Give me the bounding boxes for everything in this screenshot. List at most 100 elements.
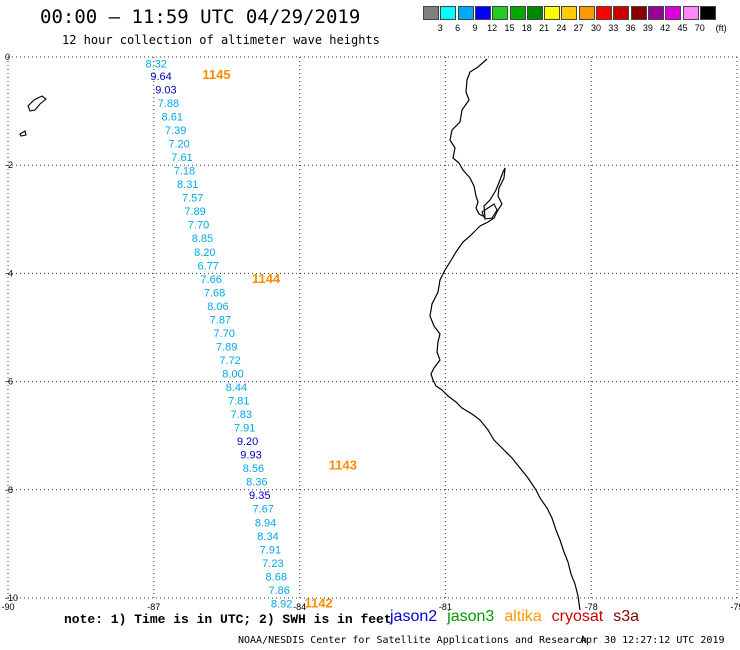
color-scale-swatch <box>526 6 543 20</box>
wave-height-value: 9.64 <box>150 71 171 83</box>
units-note: note: 1) Time is in UTC; 2) SWH is in fe… <box>64 612 392 627</box>
color-scale-label: 39 <box>642 23 653 33</box>
color-scale-label: 45 <box>677 23 688 33</box>
color-scale-label: 24 <box>556 23 567 33</box>
wave-height-value: 7.86 <box>268 585 289 597</box>
legend-entry-cryosat: cryosat <box>551 608 604 625</box>
wave-height-value: 6.77 <box>198 260 219 272</box>
wave-height-value: 7.88 <box>158 98 179 110</box>
color-scale-label: 30 <box>590 23 602 33</box>
color-scale-label: 42 <box>660 23 671 33</box>
wave-height-value: 7.18 <box>174 166 195 178</box>
wave-height-value: 9.03 <box>155 84 176 96</box>
color-scale-label: 18 <box>521 23 532 33</box>
wave-height-value: 7.20 <box>168 139 189 151</box>
legend-entry-jason3: jason3 <box>447 608 495 625</box>
coastline-mainland <box>429 58 581 611</box>
pass-number-label: 1143 <box>329 457 357 472</box>
generation-timestamp: Apr 30 12:27:12 UTC 2019 <box>580 635 725 646</box>
wave-height-value: 7.91 <box>260 544 281 556</box>
wave-height-value: 7.81 <box>228 396 249 408</box>
lat-tick-label: -6 <box>5 377 13 387</box>
color-scale-label: 33 <box>608 23 619 33</box>
wave-height-value: 7.87 <box>210 314 231 326</box>
color-scale-swatch <box>613 6 630 20</box>
lon-tick-label: -87 <box>147 602 160 612</box>
lon-tick-label: -84 <box>293 602 306 612</box>
color-scale-label: 36 <box>625 23 636 33</box>
page-subtitle: 12 hour collection of altimeter wave hei… <box>62 33 380 47</box>
color-scale-swatch <box>578 6 595 20</box>
wave-height-value: 8.31 <box>177 179 198 191</box>
wave-height-value: 7.72 <box>219 355 240 367</box>
wave-height-value: 8.94 <box>255 517 276 529</box>
wave-height-value: 8.44 <box>226 382 247 394</box>
color-scale-swatch <box>457 6 474 20</box>
galapagos-island-small <box>19 130 27 137</box>
pass-number-label: 1144 <box>252 271 281 286</box>
color-scale-swatch <box>682 6 699 20</box>
map-grid <box>7 56 738 599</box>
wave-height-value: 7.67 <box>252 504 273 516</box>
altimeter-track: 8.329.649.03 7.88 8.617.39 7.207.61 7.188.31… <box>146 58 293 610</box>
wave-height-value: 7.89 <box>184 206 205 218</box>
color-scale-swatch <box>544 6 561 20</box>
color-scale-swatch <box>699 6 716 20</box>
color-scale-swatch <box>509 6 526 20</box>
color-scale-label: 3 <box>437 23 443 33</box>
legend-entry-altika: altika <box>504 608 542 625</box>
map-axis-labels: -90 -87 -84 -81 -78 -75 0 -2 -4 -6 -8 -10 <box>1 52 740 612</box>
wave-height-value: 8.68 <box>266 571 287 583</box>
credit-line: NOAA/NESDIS Center for Satellite Applica… <box>238 635 588 646</box>
wave-height-value: 7.70 <box>214 328 235 340</box>
color-scale-swatch <box>492 6 509 20</box>
wave-height-value: 7.68 <box>204 287 225 299</box>
wave-height-value: 7.61 <box>171 152 192 164</box>
lon-tick-label: -81 <box>439 602 452 612</box>
lon-tick-label: -90 <box>1 602 14 612</box>
wave-height-value: 9.93 <box>240 450 261 462</box>
wave-height-value: 8.00 <box>222 368 243 380</box>
wave-height-value: 7.23 <box>262 558 283 570</box>
wave-height-value: 9.35 <box>249 490 270 502</box>
color-scale-swatch <box>665 6 682 20</box>
legend-entry-s3a: s3a <box>613 608 640 625</box>
pass-number-label: 1145 <box>202 67 230 82</box>
wave-height-value: 7.83 <box>231 409 252 421</box>
lat-tick-label: -4 <box>5 268 13 278</box>
lat-tick-label: -2 <box>5 160 13 170</box>
galapagos-island-large <box>27 95 47 112</box>
wave-height-value: 8.85 <box>192 233 213 245</box>
color-scale-label: 9 <box>472 23 478 33</box>
wave-height-value: 7.57 <box>182 193 203 205</box>
coastline-gulf-island <box>481 203 498 220</box>
wave-height-value: 8.36 <box>246 477 267 489</box>
wave-height-value: 7.91 <box>234 423 255 435</box>
lat-tick-label: -8 <box>5 485 13 495</box>
color-scale-swatch <box>596 6 612 20</box>
wave-height-value: 7.39 <box>165 125 186 137</box>
wave-height-value: 8.34 <box>257 531 278 543</box>
wave-height-value: 8.32 <box>146 58 167 70</box>
color-scale-swatch <box>561 6 578 20</box>
color-scale-unit: (ft) <box>715 23 727 33</box>
coastline <box>19 58 581 611</box>
wave-height-value: 8.06 <box>207 301 228 313</box>
color-scale-swatch <box>440 6 457 20</box>
color-scale-swatch <box>647 6 664 20</box>
lon-tick-label: -75 <box>730 602 740 612</box>
color-scale-swatch <box>630 6 647 20</box>
pass-labels: 1145 1144 1143 1142 <box>202 67 357 611</box>
lat-tick-label: -10 <box>5 593 18 603</box>
wave-height-value: 9.20 <box>237 436 258 448</box>
wave-height-value: 8.92 <box>271 598 292 610</box>
satellite-legend: jason2 jason3 altika cryosat s3a <box>390 608 649 626</box>
page-title: 00:00 – 11:59 UTC 04/29/2019 <box>40 6 361 28</box>
color-scale-swatch <box>423 6 439 20</box>
wave-height-value: 7.70 <box>188 220 209 232</box>
lon-tick-label: -78 <box>585 602 598 612</box>
wave-height-value: 7.89 <box>216 341 237 353</box>
lat-tick-label: 0 <box>5 52 10 62</box>
wave-height-value: 7.66 <box>200 274 221 286</box>
